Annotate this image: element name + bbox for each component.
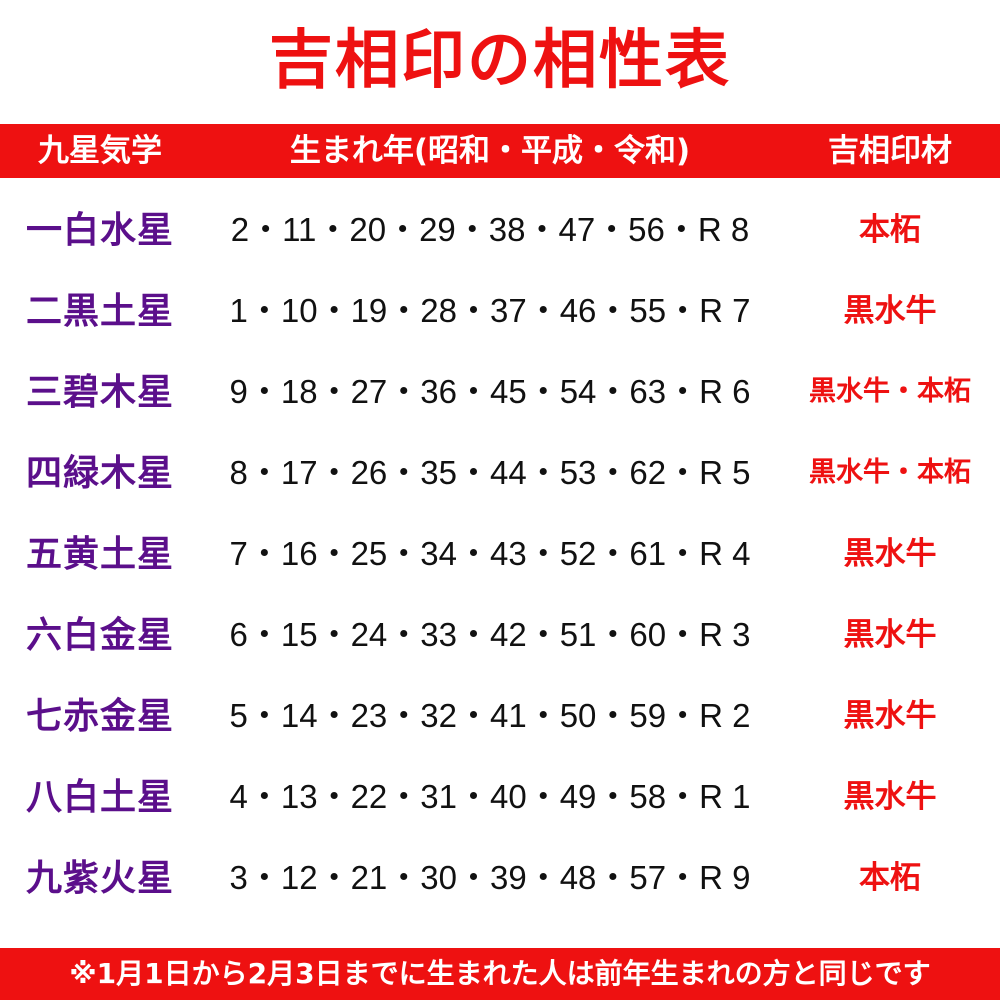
cell-material: 本柘 <box>859 212 921 248</box>
table-header-row: 九星気学 生まれ年(昭和・平成・令和) 吉相印材 <box>0 124 1000 178</box>
table-row: 一白水星 2・11・20・29・38・47・56・R 8 本柘 <box>0 186 1000 267</box>
cell-material: 黒水牛・本柘 <box>809 376 971 407</box>
column-header-birth-year: 生まれ年(昭和・平成・令和) <box>289 132 691 169</box>
cell-birth-years: 8・17・26・35・44・53・62・R 5 <box>229 453 751 491</box>
cell-birth-years: 9・18・27・36・45・54・63・R 6 <box>229 372 751 410</box>
table-row: 三碧木星 9・18・27・36・45・54・63・R 6 黒水牛・本柘 <box>0 348 1000 429</box>
cell-nine-star: 四緑木星 <box>25 452 174 494</box>
cell-nine-star: 八白土星 <box>25 776 174 818</box>
cell-material: 黒水牛 <box>843 617 937 653</box>
cell-material: 本柘 <box>859 860 921 896</box>
table-row: 五黄土星 7・16・25・34・43・52・61・R 4 黒水牛 <box>0 510 1000 591</box>
cell-birth-years: 3・12・21・30・39・48・57・R 9 <box>229 858 751 896</box>
table-row: 八白土星 4・13・22・31・40・49・58・R 1 黒水牛 <box>0 753 1000 834</box>
cell-material: 黒水牛 <box>843 536 937 572</box>
cell-material: 黒水牛・本柘 <box>809 457 971 488</box>
cell-birth-years: 2・11・20・29・38・47・56・R 8 <box>230 210 750 248</box>
cell-nine-star: 五黄土星 <box>25 533 174 575</box>
cell-birth-years: 1・10・19・28・37・46・55・R 7 <box>229 291 751 329</box>
table-row: 九紫火星 3・12・21・30・39・48・57・R 9 本柘 <box>0 834 1000 915</box>
table-row: 四緑木星 8・17・26・35・44・53・62・R 5 黒水牛・本柘 <box>0 429 1000 510</box>
column-header-nine-star: 九星気学 <box>38 132 162 169</box>
cell-nine-star: 三碧木星 <box>25 371 174 413</box>
table-row: 七赤金星 5・14・23・32・41・50・59・R 2 黒水牛 <box>0 672 1000 753</box>
cell-nine-star: 二黒土星 <box>25 290 174 332</box>
cell-material: 黒水牛 <box>843 698 937 734</box>
footer-note: ※1月1日から2月3日までに生まれた人は前年生まれの方と同じです <box>69 957 931 990</box>
table-body: 一白水星 2・11・20・29・38・47・56・R 8 本柘 二黒土星 1・1… <box>0 186 1000 915</box>
cell-nine-star: 一白水星 <box>25 209 174 251</box>
column-header-material: 吉相印材 <box>828 132 952 169</box>
cell-nine-star: 九紫火星 <box>25 857 174 899</box>
table-row: 六白金星 6・15・24・33・42・51・60・R 3 黒水牛 <box>0 591 1000 672</box>
cell-birth-years: 6・15・24・33・42・51・60・R 3 <box>229 615 751 653</box>
cell-material: 黒水牛 <box>843 293 937 329</box>
cell-nine-star: 六白金星 <box>25 614 174 656</box>
footer-note-band: ※1月1日から2月3日までに生まれた人は前年生まれの方と同じです <box>0 948 1000 1000</box>
cell-birth-years: 4・13・22・31・40・49・58・R 1 <box>229 777 751 815</box>
table-row: 二黒土星 1・10・19・28・37・46・55・R 7 黒水牛 <box>0 267 1000 348</box>
cell-birth-years: 7・16・25・34・43・52・61・R 4 <box>229 534 751 572</box>
cell-birth-years: 5・14・23・32・41・50・59・R 2 <box>229 696 751 734</box>
cell-material: 黒水牛 <box>843 779 937 815</box>
page-title: 吉相印の相性表 <box>269 24 731 98</box>
cell-nine-star: 七赤金星 <box>25 695 174 737</box>
